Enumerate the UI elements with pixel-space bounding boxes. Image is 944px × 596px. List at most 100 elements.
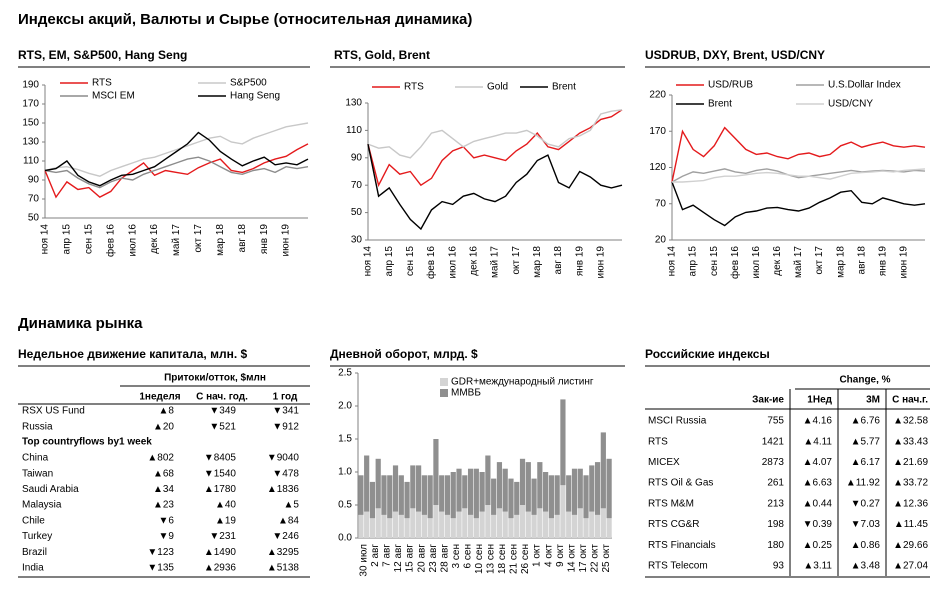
bar-segment xyxy=(491,478,497,515)
bar-segment xyxy=(577,508,583,538)
bar-segment xyxy=(369,481,376,519)
y-tick-label: 50 xyxy=(351,207,363,218)
table-cell: ▼9 xyxy=(159,531,175,542)
table-cell: ▼231 xyxy=(209,531,236,542)
line-series xyxy=(44,143,309,199)
bar-segment xyxy=(387,475,393,519)
table-cell: RSX US Fund xyxy=(22,406,85,417)
table-cell: 213 xyxy=(767,498,784,509)
x-tick-label: 17 окт xyxy=(578,544,589,573)
table-cell: ▲0.25 xyxy=(803,540,833,551)
y-tick-label: 130 xyxy=(345,98,362,109)
bar-segment xyxy=(583,518,589,538)
x-tick-label: 14 окт xyxy=(566,544,577,573)
y-tick-label: 1.0 xyxy=(338,467,352,478)
table-cell: ▲6.76 xyxy=(851,416,881,427)
bar-segment xyxy=(519,505,526,538)
table-cell: Malaysia xyxy=(22,500,62,511)
x-tick-label: мар 18 xyxy=(835,246,846,278)
x-tick-label: апр 15 xyxy=(688,246,699,277)
legend-label: ММВБ xyxy=(451,388,481,399)
bar-segment xyxy=(594,462,601,515)
bar-segment xyxy=(554,475,560,515)
bar-segment xyxy=(364,511,370,538)
line-series xyxy=(367,143,623,231)
bar-segment xyxy=(398,475,404,515)
y-tick-label: 0.0 xyxy=(338,533,352,544)
x-tick-label: 2 авг xyxy=(370,544,381,567)
y-tick-label: 120 xyxy=(649,162,666,173)
line-series xyxy=(672,168,926,183)
table-cell: ▼912 xyxy=(272,421,299,432)
bar-segment xyxy=(398,514,404,538)
table-cell: ▲40 xyxy=(215,500,236,511)
bar-segment xyxy=(525,462,531,512)
table-cell: ▲29.66 xyxy=(893,540,928,551)
table-cell: Taiwan xyxy=(22,468,53,479)
table-cell: ▲84 xyxy=(278,515,299,526)
bar-segment xyxy=(502,468,508,512)
table-cell: ▼478 xyxy=(272,468,299,479)
bar-segment xyxy=(606,518,612,538)
table-cell: ▲68 xyxy=(153,468,174,479)
x-tick-label: 15 авг xyxy=(405,544,416,573)
x-tick-label: окт 17 xyxy=(511,246,522,275)
bar-segment xyxy=(473,468,479,519)
column-header: С нач.г. xyxy=(892,395,928,406)
bar-segment xyxy=(508,518,514,538)
table-cell: ▼7.03 xyxy=(851,519,881,530)
y-tick-label: 190 xyxy=(22,80,39,91)
line-series xyxy=(44,131,309,187)
bar-segment xyxy=(467,514,474,538)
x-tick-label: 22 окт xyxy=(589,544,600,573)
bar-segment xyxy=(606,458,612,519)
table-cell: ▲11.45 xyxy=(894,519,929,530)
bar-segment xyxy=(369,518,376,538)
page-title: Индексы акций, Валюты и Сырье (относител… xyxy=(18,11,472,28)
bar-segment xyxy=(491,514,497,538)
table-cell: ▲5 xyxy=(284,500,300,511)
x-tick-label: май 17 xyxy=(793,246,804,278)
x-tick-label: авг 18 xyxy=(856,246,867,275)
line-series xyxy=(44,122,309,177)
bar-segment xyxy=(433,439,439,505)
table-cell: ▲4.07 xyxy=(803,457,833,468)
legend-label: Brent xyxy=(552,82,576,93)
bar-segment xyxy=(358,514,364,538)
table-cell: ▲21.69 xyxy=(893,457,928,468)
bar-segment xyxy=(514,514,520,538)
x-tick-label: 18 сен xyxy=(497,544,508,574)
table-cell: RTS M&M xyxy=(648,498,694,509)
table-cell: MSCI Russia xyxy=(648,416,707,427)
x-tick-label: 9 окт xyxy=(555,544,566,567)
bar-segment xyxy=(439,475,445,512)
table-cell: 93 xyxy=(773,561,785,572)
x-tick-label: окт 17 xyxy=(193,224,204,253)
bar-segment xyxy=(358,475,364,515)
bar-segment xyxy=(456,511,462,538)
y-tick-label: 50 xyxy=(28,213,40,224)
bar-segment xyxy=(462,475,468,509)
table-cell: ▼349 xyxy=(209,406,236,417)
table-cell: ▼521 xyxy=(209,421,236,432)
chart-title: RTS, Gold, Brent xyxy=(334,48,430,62)
x-tick-label: фев 16 xyxy=(729,246,741,279)
table-cell: Saudi Arabia xyxy=(22,484,79,495)
table-cell: ▼9040 xyxy=(267,453,300,464)
table-cell: Russia xyxy=(22,421,53,432)
x-tick-label: 30 июл xyxy=(359,544,370,577)
legend-label: GDR+международный листинг xyxy=(451,377,594,388)
bar-segment xyxy=(537,508,543,538)
legend-label: Gold xyxy=(487,82,508,93)
table-cell: 180 xyxy=(767,540,784,551)
x-tick-label: май 17 xyxy=(171,224,182,256)
table-cell: RTS Financials xyxy=(648,540,716,551)
x-tick-label: янв 19 xyxy=(877,246,888,277)
bar-segment xyxy=(554,514,560,538)
bar-segment xyxy=(410,508,416,538)
table-cell: ▼341 xyxy=(272,406,299,417)
table-cell: ▲4.11 xyxy=(803,436,832,447)
bar-segment xyxy=(404,518,410,538)
bar-segment xyxy=(392,465,399,512)
x-tick-label: 3 сен xyxy=(451,544,462,568)
